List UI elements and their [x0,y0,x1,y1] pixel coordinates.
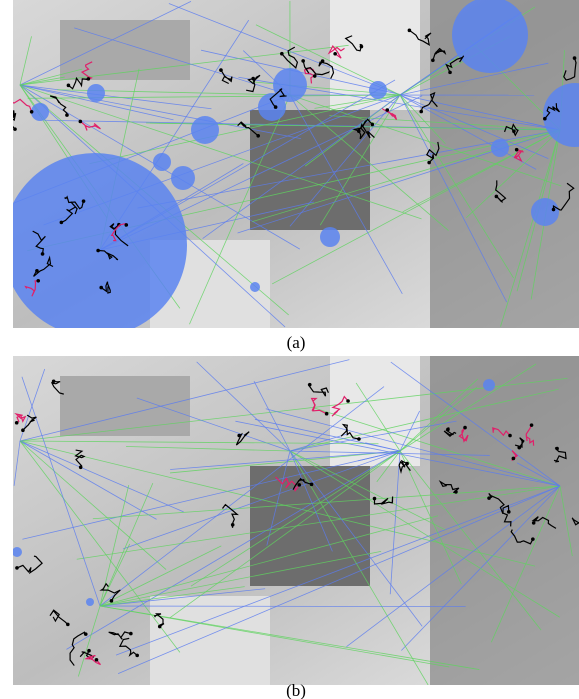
photo-region [330,356,420,466]
feature-point [427,161,431,165]
feature-point [30,110,34,114]
feature-point [95,658,99,662]
feature-point [346,399,350,403]
panel-b [0,356,579,685]
feature-point [405,462,409,466]
feature-point [125,223,129,227]
feature-point [333,52,337,56]
feature-point [555,447,559,451]
feature-point [251,77,255,81]
feature-point [82,199,86,203]
feature-point [35,269,39,273]
uncertainty-circle [171,166,195,190]
feature-point [487,496,491,500]
feature-point [552,208,556,212]
feature-point [87,649,91,653]
photo-region [60,20,190,80]
uncertainty-circle [320,227,340,247]
feature-point [60,221,64,225]
feature-point [508,434,512,438]
uncertainty-circle [3,153,187,337]
uncertainty-circle [369,81,387,99]
feature-point [99,286,103,290]
feature-point [301,59,305,63]
feature-point [110,599,114,603]
feature-point [84,632,88,636]
photo-region [150,596,270,685]
uncertainty-circle [531,198,559,226]
feature-point [96,249,100,253]
feature-point [310,483,314,487]
feature-point [408,29,412,33]
feature-point [419,110,423,114]
feature-point [135,654,139,658]
feature-point [507,510,511,514]
feature-point [21,428,25,432]
feature-point [325,412,329,416]
uncertainty-circle [483,379,495,391]
uncertainty-circle [12,547,22,557]
feature-point [297,483,301,487]
feature-point [0,489,1,493]
feature-point [385,108,389,112]
feature-point [231,523,235,527]
uncertainty-circle [491,139,509,157]
uncertainty-circle [250,282,260,292]
feature-point [532,521,536,525]
uncertainty-circle [87,84,105,102]
uncertainty-circle [153,153,171,171]
feature-point [515,148,519,152]
feature-point [517,446,521,450]
feature-point [512,129,516,133]
uncertainty-circle [31,103,49,121]
feature-point [495,195,499,199]
feature-point [79,465,83,469]
feature-point [454,490,458,494]
feature-point [129,632,133,636]
feature-point [158,625,162,629]
feature-point [256,134,260,138]
feature-point [543,117,547,121]
panel-a [0,0,579,337]
feature-point [280,52,284,56]
feature-point [65,113,69,117]
feature-point [446,428,450,432]
photo-region [60,376,190,436]
feature-point [15,566,19,570]
feature-point [36,279,40,283]
feature-point [373,497,377,501]
feature-point [512,457,516,461]
feature-point [370,123,374,127]
uncertainty-circle [86,598,94,606]
feature-point [219,68,223,72]
feature-point [360,45,364,49]
feature-point [237,434,241,438]
uncertainty-circle [452,0,528,73]
feature-point [67,84,71,88]
feature-point [357,437,361,441]
feature-point [573,56,577,60]
feature-point [313,74,317,78]
uncertainty-circle [191,116,219,144]
feature-point [13,127,17,131]
feature-point [66,623,70,627]
feature-point [308,383,312,387]
feature-point [15,421,19,425]
feature-point [530,423,534,427]
page: (a) (b) (() => { const data = JSON.parse… [0,0,579,699]
feature-point [448,71,452,75]
feature-point [274,105,278,109]
feature-point [357,129,361,133]
caption: (a) [287,333,306,352]
feature-point [52,380,56,384]
feature-point [41,252,45,256]
feature-point [431,59,435,63]
feature-point [79,120,83,124]
feature-point [321,59,325,63]
caption: (b) [286,681,306,699]
feature-point [463,426,467,430]
feature-point [531,537,535,541]
figure: (a) (b) [0,0,579,699]
